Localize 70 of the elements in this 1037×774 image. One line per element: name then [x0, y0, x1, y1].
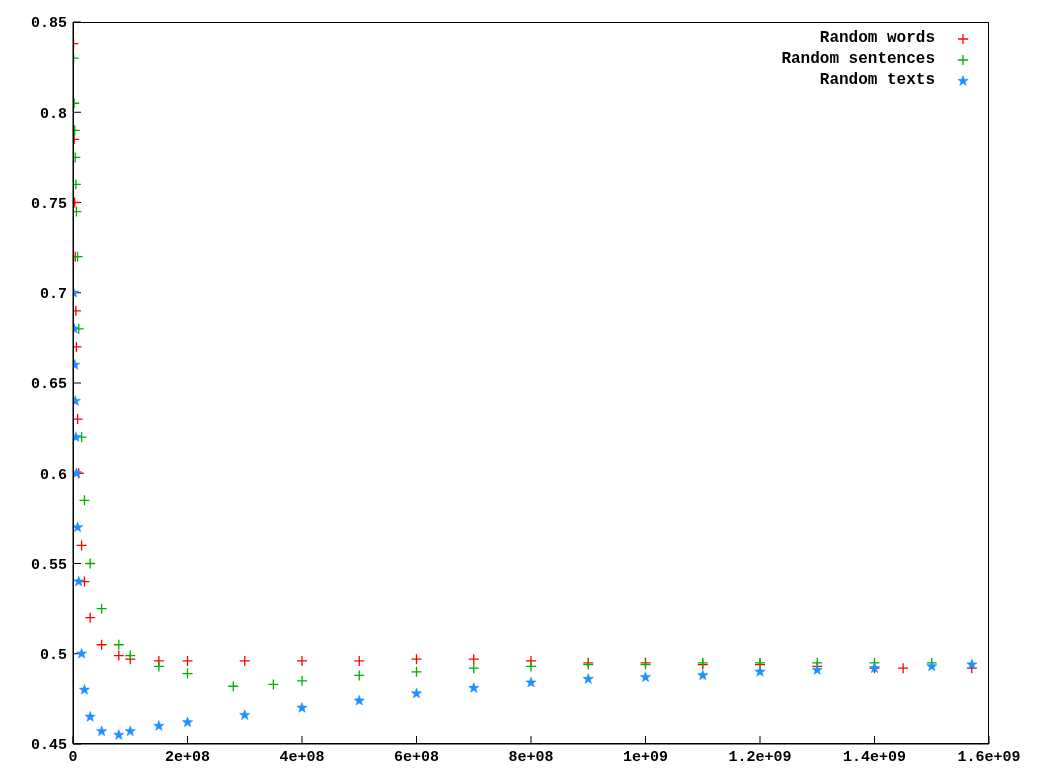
- point: [525, 676, 537, 688]
- point: [410, 666, 423, 678]
- point: [966, 658, 978, 670]
- point: [124, 649, 136, 662]
- x-tick-label: 1.4e+09: [842, 748, 907, 766]
- point: [181, 655, 194, 667]
- point: [113, 649, 125, 662]
- y-tick-label: 0.8: [39, 105, 67, 123]
- point: [95, 639, 108, 651]
- point: [582, 673, 594, 684]
- x-tick-label: 6e+08: [393, 748, 440, 766]
- x-tick-label: 0: [68, 748, 78, 766]
- y-tick-label: 0.5: [39, 647, 67, 665]
- point: [153, 720, 165, 731]
- point: [73, 341, 83, 353]
- point: [95, 602, 108, 615]
- point: [267, 678, 280, 691]
- x-tick-label: 8e+08: [508, 748, 554, 766]
- y-tick-label: 0.45: [30, 737, 67, 755]
- point: [75, 539, 88, 552]
- point: [897, 662, 909, 674]
- point: [468, 662, 480, 674]
- point: [96, 725, 108, 737]
- point: [468, 653, 480, 665]
- point: [73, 413, 84, 425]
- point: [296, 675, 308, 687]
- point: [353, 694, 365, 706]
- point: [353, 669, 365, 682]
- point: [697, 669, 709, 681]
- x-tick-label: 1.2e+09: [728, 748, 792, 766]
- x-tick-label: 2e+08: [164, 748, 211, 766]
- legend-label: Random texts: [819, 70, 935, 91]
- y-tick-label: 0.85: [30, 15, 67, 33]
- legend-label: Random words: [819, 28, 935, 49]
- point: [239, 709, 251, 720]
- point: [73, 575, 85, 587]
- point: [227, 680, 239, 692]
- point: [84, 711, 96, 722]
- legend-label: Random sentences: [781, 49, 935, 70]
- point: [73, 521, 84, 533]
- y-tick-label: 0.6: [39, 466, 67, 484]
- point: [353, 655, 365, 667]
- point: [754, 666, 766, 677]
- point: [153, 660, 165, 673]
- point: [113, 639, 125, 651]
- point: [84, 612, 96, 624]
- x-tick-label: 4e+08: [279, 748, 325, 766]
- y-tick-label: 0.75: [30, 195, 67, 213]
- point: [181, 667, 194, 680]
- point: [84, 557, 96, 570]
- y-tick-label: 0.7: [39, 286, 67, 304]
- x-tick-label: 1.6e+09: [957, 748, 1021, 766]
- point: [239, 655, 251, 667]
- point: [525, 660, 537, 673]
- y-tick-label: 0.65: [30, 376, 67, 394]
- point: [411, 687, 422, 699]
- point: [124, 725, 136, 737]
- point: [640, 671, 651, 682]
- x-tick-label: 1e+09: [622, 748, 669, 766]
- point: [182, 716, 193, 728]
- point: [296, 702, 308, 713]
- point: [78, 684, 90, 695]
- point: [410, 653, 423, 665]
- point: [296, 655, 308, 667]
- point: [811, 664, 823, 675]
- point: [76, 648, 88, 659]
- point: [468, 682, 480, 693]
- point: [78, 494, 91, 506]
- y-tick-label: 0.55: [30, 556, 67, 574]
- point: [113, 729, 125, 740]
